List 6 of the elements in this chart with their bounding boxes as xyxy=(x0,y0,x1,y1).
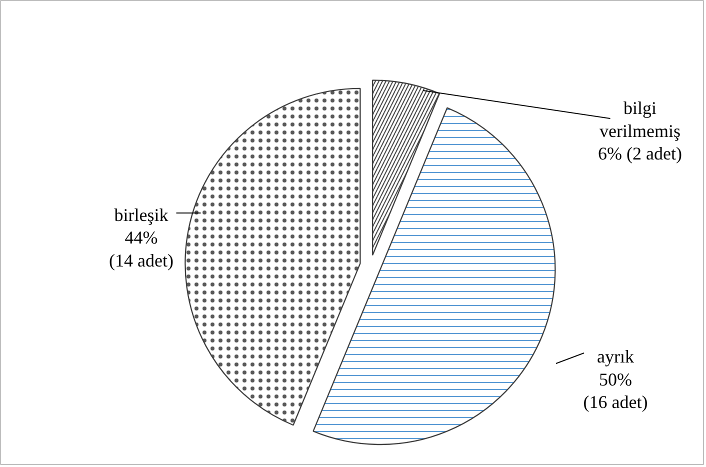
data-label: 6% (2 adet) xyxy=(598,144,682,164)
slice-label: bilgi verilmemiş xyxy=(600,98,680,141)
slice-label: birleşik xyxy=(114,204,168,225)
data-label: 50% (16 adet) xyxy=(583,369,648,412)
slice-label: ayrık xyxy=(597,346,634,366)
data-label: 44% (14 adet) xyxy=(109,228,174,270)
